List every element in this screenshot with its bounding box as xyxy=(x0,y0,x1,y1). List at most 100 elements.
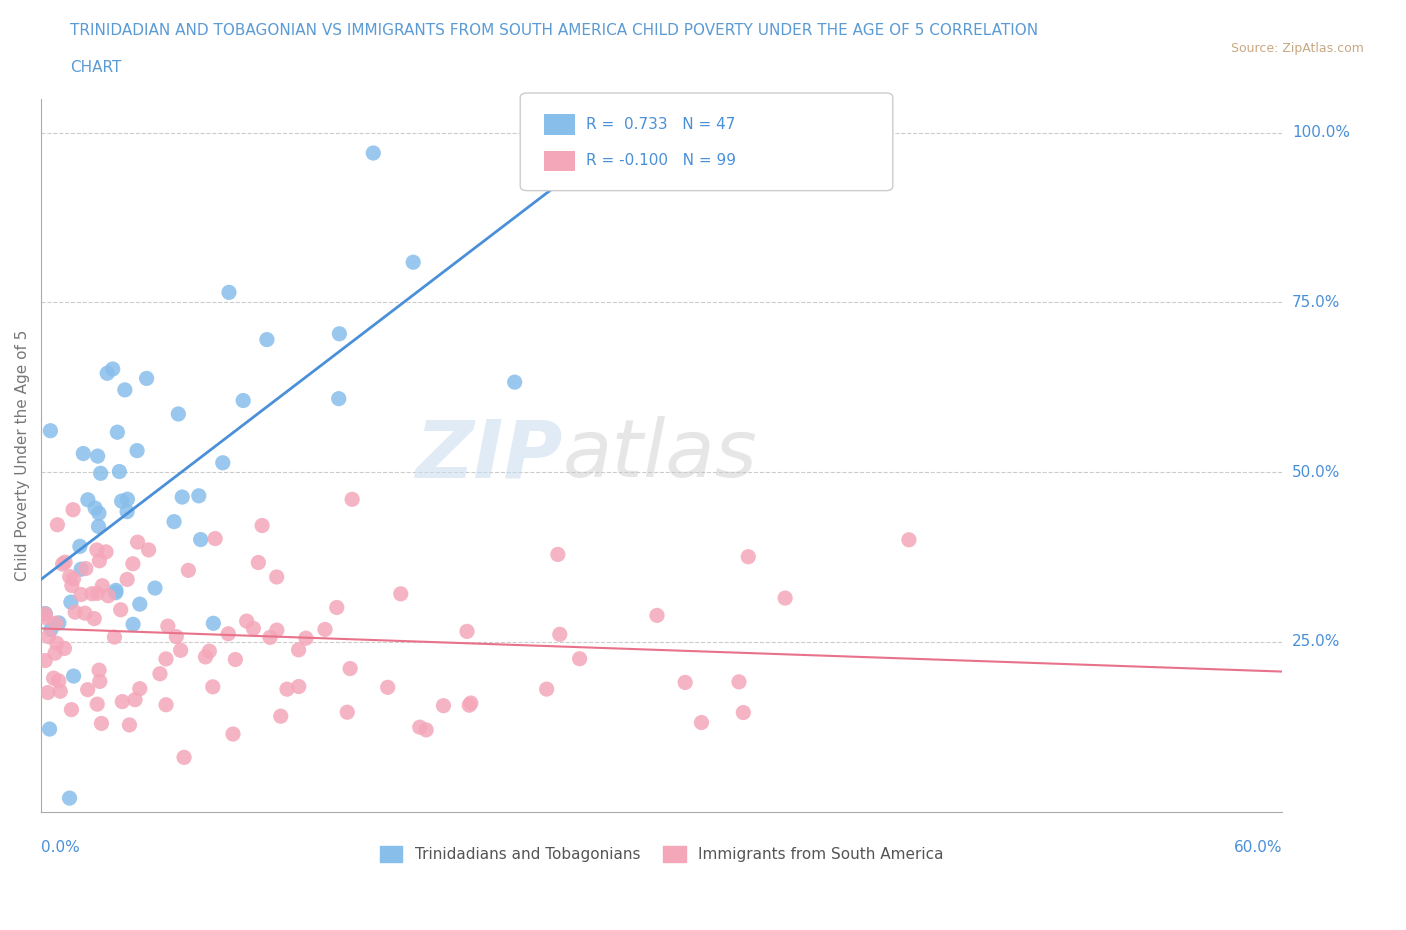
Point xyxy=(34,653,56,668)
Point xyxy=(38,722,60,737)
Text: Source: ZipAtlas.com: Source: ZipAtlas.com xyxy=(1230,42,1364,55)
Point xyxy=(460,696,482,711)
Point xyxy=(117,492,139,507)
Point xyxy=(58,790,80,805)
Point xyxy=(49,684,72,698)
Point xyxy=(645,608,668,623)
Point xyxy=(673,675,696,690)
Point xyxy=(128,682,150,697)
Point xyxy=(165,629,187,644)
Point xyxy=(339,661,361,676)
Point xyxy=(218,285,240,299)
Text: 25.0%: 25.0% xyxy=(1292,634,1340,649)
Point xyxy=(114,382,136,397)
Point xyxy=(70,587,93,602)
Point xyxy=(190,532,212,547)
Point xyxy=(202,616,225,631)
Point xyxy=(276,682,298,697)
Point xyxy=(247,555,270,570)
Text: R = -0.100   N = 99: R = -0.100 N = 99 xyxy=(586,153,737,168)
Point xyxy=(169,643,191,658)
Point xyxy=(187,488,209,503)
Point xyxy=(122,617,145,631)
Point xyxy=(89,553,111,568)
Point xyxy=(336,705,359,720)
Point xyxy=(91,578,114,593)
Point xyxy=(34,610,56,625)
Point xyxy=(326,600,349,615)
Point xyxy=(135,371,157,386)
Point xyxy=(86,586,108,601)
Point xyxy=(235,614,257,629)
Point xyxy=(548,627,571,642)
Point xyxy=(104,585,127,600)
Point xyxy=(242,621,264,636)
Point xyxy=(204,531,226,546)
Point xyxy=(108,464,131,479)
Point xyxy=(60,578,83,593)
Y-axis label: Child Poverty Under the Age of 5: Child Poverty Under the Age of 5 xyxy=(15,329,30,581)
Point xyxy=(80,586,103,601)
Point xyxy=(340,492,363,507)
Point xyxy=(101,362,124,377)
Point xyxy=(690,715,713,730)
Point xyxy=(83,611,105,626)
Point xyxy=(77,492,100,507)
Point xyxy=(287,679,309,694)
Point xyxy=(111,494,134,509)
Point xyxy=(266,569,288,584)
Point xyxy=(34,606,56,621)
Point xyxy=(70,562,93,577)
Point xyxy=(728,674,751,689)
Point xyxy=(172,489,194,504)
Point xyxy=(103,630,125,644)
Point xyxy=(503,375,526,390)
Point xyxy=(44,645,66,660)
Point xyxy=(87,663,110,678)
Legend: Trinidadians and Tobagonians, Immigrants from South America: Trinidadians and Tobagonians, Immigrants… xyxy=(374,840,950,869)
Text: 100.0%: 100.0% xyxy=(1292,126,1350,140)
Point xyxy=(270,709,292,724)
Point xyxy=(73,605,96,620)
Point xyxy=(96,365,118,380)
Point xyxy=(250,518,273,533)
Point xyxy=(72,446,94,461)
Point xyxy=(127,535,149,550)
Point xyxy=(138,542,160,557)
Point xyxy=(361,146,384,161)
Point xyxy=(62,502,84,517)
Point xyxy=(217,626,239,641)
Point xyxy=(42,671,65,685)
Point xyxy=(89,674,111,689)
Point xyxy=(163,514,186,529)
Point xyxy=(224,652,246,667)
Point xyxy=(76,683,98,698)
Point xyxy=(222,726,245,741)
Point xyxy=(733,705,755,720)
Text: CHART: CHART xyxy=(70,60,122,75)
Point xyxy=(48,616,70,631)
Point xyxy=(34,606,56,621)
Point xyxy=(37,685,59,700)
Point xyxy=(377,680,399,695)
Point xyxy=(118,717,141,732)
Point xyxy=(568,651,591,666)
Point xyxy=(125,444,148,458)
Point xyxy=(87,519,110,534)
Point xyxy=(156,618,179,633)
Point xyxy=(87,506,110,521)
Point xyxy=(256,332,278,347)
Point xyxy=(45,636,67,651)
Point xyxy=(124,692,146,707)
Point xyxy=(458,698,481,712)
Text: ZIP: ZIP xyxy=(415,417,562,494)
Point xyxy=(60,702,83,717)
Point xyxy=(84,500,107,515)
Point xyxy=(897,532,920,547)
Point xyxy=(111,694,134,709)
Point xyxy=(155,698,177,712)
Point xyxy=(432,698,454,713)
Point xyxy=(314,622,336,637)
Point xyxy=(295,631,318,645)
Point xyxy=(173,750,195,764)
